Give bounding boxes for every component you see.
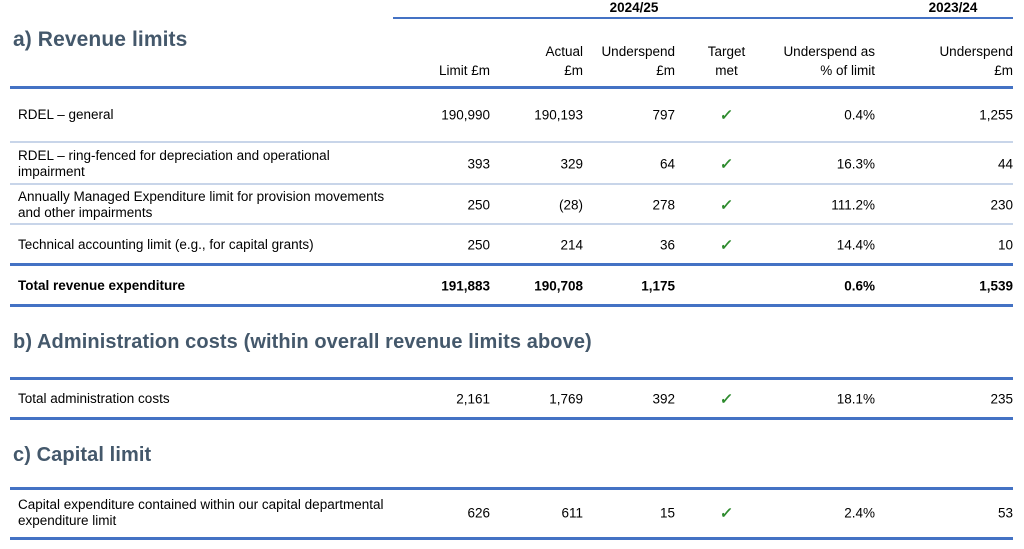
row-label: RDEL – general bbox=[18, 107, 114, 122]
actual-value: 329 bbox=[560, 156, 583, 171]
underspend-value: 15 bbox=[659, 505, 675, 521]
header-bottom-rule bbox=[10, 86, 1013, 89]
section-c-title: c) Capital limit bbox=[13, 444, 152, 466]
column-header-underspend: Underspend £m bbox=[585, 42, 675, 80]
table-row-rdel-ringfenced: RDEL – ring-fenced for depreciation and … bbox=[0, 143, 1013, 184]
section-b-title: b) Administration costs (within overall … bbox=[13, 331, 592, 353]
target-met-check-icon: ✓ bbox=[718, 236, 734, 254]
row-label: Total administration costs bbox=[18, 390, 170, 406]
prior-underspend-value: 235 bbox=[990, 391, 1013, 406]
prior-underspend-value: 53 bbox=[997, 505, 1013, 521]
row-divider-1 bbox=[10, 141, 1013, 143]
admin-row-top-rule bbox=[10, 377, 1013, 380]
table-row-rdel-general: RDEL – general 190,990 190,193 797 ✓ 0.4… bbox=[0, 89, 1013, 141]
underspend-pct-value: 16.3% bbox=[836, 156, 875, 171]
underspend-pct-value: 18.1% bbox=[836, 391, 875, 406]
table-row-technical-accounting: Technical accounting limit (e.g., for ca… bbox=[0, 226, 1013, 263]
limit-value: 626 bbox=[467, 505, 490, 521]
row-label: Capital expenditure contained within our… bbox=[18, 497, 384, 528]
target-met-check-icon: ✓ bbox=[718, 505, 734, 522]
prior-underspend-value: 1,539 bbox=[979, 278, 1013, 293]
column-header-prior-line2: £m bbox=[994, 63, 1013, 78]
target-met-check-icon: ✓ bbox=[718, 197, 734, 214]
column-header-underspend-line1: Underspend bbox=[601, 44, 675, 59]
year-header-current: 2024/25 bbox=[609, 0, 659, 15]
actual-value: (28) bbox=[558, 197, 583, 213]
total-row-bottom-rule bbox=[10, 304, 1013, 307]
column-header-limit: Limit £m bbox=[438, 63, 490, 78]
actual-value: 611 bbox=[561, 505, 583, 521]
target-met-check-icon: ✓ bbox=[718, 390, 734, 408]
year-group-underline bbox=[393, 17, 1013, 19]
table-row-ame: Annually Managed Expenditure limit for p… bbox=[0, 186, 1013, 224]
column-header-underspend-line2: £m bbox=[656, 63, 675, 78]
prior-underspend-value: 10 bbox=[997, 237, 1013, 252]
actual-value: 214 bbox=[560, 237, 583, 252]
underspend-value: 797 bbox=[652, 107, 675, 123]
underspend-value: 392 bbox=[652, 391, 675, 406]
limit-value: 2,161 bbox=[456, 391, 490, 406]
row-label: Technical accounting limit (e.g., for ca… bbox=[18, 236, 314, 252]
capital-row-top-rule bbox=[10, 487, 1013, 490]
limit-value: 250 bbox=[467, 237, 490, 252]
total-row-top-rule bbox=[10, 263, 1013, 266]
capital-row-bottom-rule bbox=[10, 537, 1013, 540]
table-row-total-administration: Total administration costs 2,161 1,769 3… bbox=[0, 380, 1013, 417]
underspend-value: 64 bbox=[659, 156, 675, 171]
table-row-total-revenue: Total revenue expenditure 191,883 190,70… bbox=[0, 267, 1013, 304]
row-divider-2 bbox=[10, 183, 1013, 185]
underspend-pct-value: 14.4% bbox=[836, 237, 875, 252]
actual-value: 190,708 bbox=[534, 278, 583, 293]
underspend-pct-value: 111.2% bbox=[831, 197, 875, 213]
target-met-check-icon: ✓ bbox=[718, 107, 734, 124]
column-header-prior-line1: Underspend bbox=[939, 44, 1013, 59]
prior-underspend-value: 230 bbox=[990, 197, 1013, 213]
column-header-actual-line2: £m bbox=[564, 63, 583, 78]
column-header-prior-underspend: Underspend £m bbox=[877, 42, 1013, 80]
prior-underspend-value: 1,255 bbox=[979, 107, 1013, 123]
limit-value: 250 bbox=[467, 197, 490, 213]
row-label: RDEL – ring-fenced for depreciation and … bbox=[18, 147, 330, 179]
underspend-pct-value: 2.4% bbox=[844, 505, 875, 521]
actual-value: 190,193 bbox=[534, 107, 583, 123]
column-header-actual-line1: Actual bbox=[545, 44, 583, 59]
underspend-value: 1,175 bbox=[641, 278, 675, 293]
column-header-target-line1: Target bbox=[707, 44, 746, 59]
column-header-underspend-pct: Underspend as % of limit bbox=[738, 42, 875, 80]
year-header-prior: 2023/24 bbox=[928, 0, 978, 15]
column-header-pct-line2: % of limit bbox=[820, 63, 875, 78]
underspend-pct-value: 0.6% bbox=[844, 278, 875, 293]
prior-underspend-value: 44 bbox=[997, 156, 1013, 171]
limit-value: 393 bbox=[467, 156, 490, 171]
row-label: Annually Managed Expenditure limit for p… bbox=[18, 189, 385, 220]
row-label: Total revenue expenditure bbox=[18, 277, 186, 293]
underspend-value: 278 bbox=[652, 197, 675, 213]
admin-row-bottom-rule bbox=[10, 417, 1013, 420]
limit-value: 191,883 bbox=[441, 278, 490, 293]
row-divider-3 bbox=[10, 223, 1013, 225]
actual-value: 1,769 bbox=[549, 391, 583, 406]
column-header-target-line2: met bbox=[715, 63, 738, 78]
column-header-actual: Actual £m bbox=[492, 42, 583, 80]
limit-value: 190,990 bbox=[441, 107, 490, 123]
column-header-pct-line1: Underspend as bbox=[783, 44, 875, 59]
column-header-target-met: Target met bbox=[677, 42, 776, 80]
section-a-title: a) Revenue limits bbox=[13, 28, 188, 51]
underspend-pct-value: 0.4% bbox=[844, 107, 875, 123]
table-row-capital-expenditure: Capital expenditure contained within our… bbox=[0, 490, 1013, 536]
target-met-check-icon: ✓ bbox=[718, 155, 734, 173]
underspend-value: 36 bbox=[659, 237, 675, 252]
